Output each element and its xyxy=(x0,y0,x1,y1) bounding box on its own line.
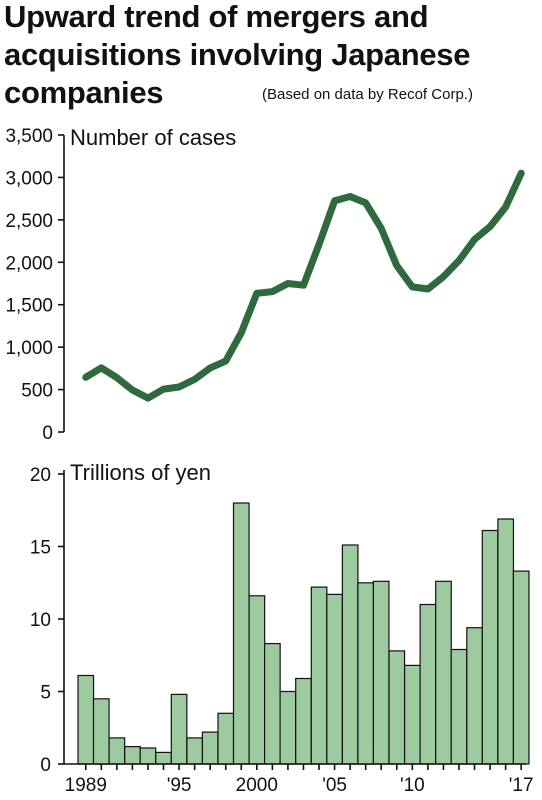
bar-1991 xyxy=(108,737,126,765)
bar-2006 xyxy=(341,544,359,765)
bar-2005 xyxy=(326,593,343,765)
x-tick-label: 2000 xyxy=(236,775,278,796)
bar-chart-unit-label: Trillions of yen xyxy=(70,460,211,485)
bar-2010 xyxy=(404,664,421,765)
line-y-tick-label: 3,000 xyxy=(5,168,53,189)
bar-y-tick-label: 0 xyxy=(40,755,51,776)
line-y-tick-label: 500 xyxy=(21,381,53,402)
bar-1995 xyxy=(170,693,188,765)
bar-2016 xyxy=(497,518,515,765)
bar-2000 xyxy=(248,595,266,765)
x-tick-label: '05 xyxy=(322,775,347,796)
bar-1996 xyxy=(186,737,204,765)
bar-2003 xyxy=(295,677,312,765)
bar-2002 xyxy=(279,690,297,765)
x-tick-label: '17 xyxy=(509,775,534,796)
bar-1989 xyxy=(77,674,95,765)
line-y-tick-label: 2,000 xyxy=(5,253,53,274)
bar-2008 xyxy=(372,580,390,765)
bar-2001 xyxy=(264,642,281,765)
line-y-tick-label: 0 xyxy=(42,423,53,444)
bar-2007 xyxy=(357,582,375,765)
bar-y-tick-label: 10 xyxy=(30,610,51,631)
bar-2012 xyxy=(435,580,452,765)
chart-title: Upward trend of mergers and acquisitions… xyxy=(4,0,471,110)
bar-1997 xyxy=(201,731,219,765)
bar-1999 xyxy=(232,502,250,765)
bar-1992 xyxy=(124,745,141,765)
line-y-tick-label: 2,500 xyxy=(5,211,53,232)
bar-2017 xyxy=(512,570,530,765)
bar-2004 xyxy=(310,586,328,765)
line-y-tick-label: 3,500 xyxy=(5,126,53,147)
bar-2011 xyxy=(419,603,437,765)
bar-1990 xyxy=(92,698,110,765)
x-tick-label: '10 xyxy=(400,775,425,796)
bar-2009 xyxy=(388,650,406,765)
line-y-tick-label: 1,000 xyxy=(5,338,53,359)
bar-2013 xyxy=(450,648,468,765)
x-tick-label: 1989 xyxy=(65,775,107,796)
bar-1994 xyxy=(155,751,172,765)
bar-y-tick-label: 15 xyxy=(30,538,51,559)
line-chart-unit-label: Number of cases xyxy=(70,125,236,150)
series-line-cases xyxy=(82,169,525,402)
bar-y-tick-label: 20 xyxy=(30,465,51,486)
source-note: (Based on data by Recof Corp.) xyxy=(262,86,473,103)
bar-1993 xyxy=(139,747,157,765)
line-chart-cases: Number of cases 0 500 1,000 1,500 2,000 2,500… xyxy=(5,125,525,444)
bar-2014 xyxy=(466,627,483,765)
bar-chart-value: Trillions of yen 0 5 10 15 20 1989 '95 2000 '05… xyxy=(30,460,534,796)
x-tick-label: '95 xyxy=(167,775,192,796)
bar-y-tick-label: 5 xyxy=(40,683,51,704)
bar-2015 xyxy=(481,529,499,765)
line-y-tick-label: 1,500 xyxy=(5,296,53,317)
bar-1998 xyxy=(217,712,235,765)
